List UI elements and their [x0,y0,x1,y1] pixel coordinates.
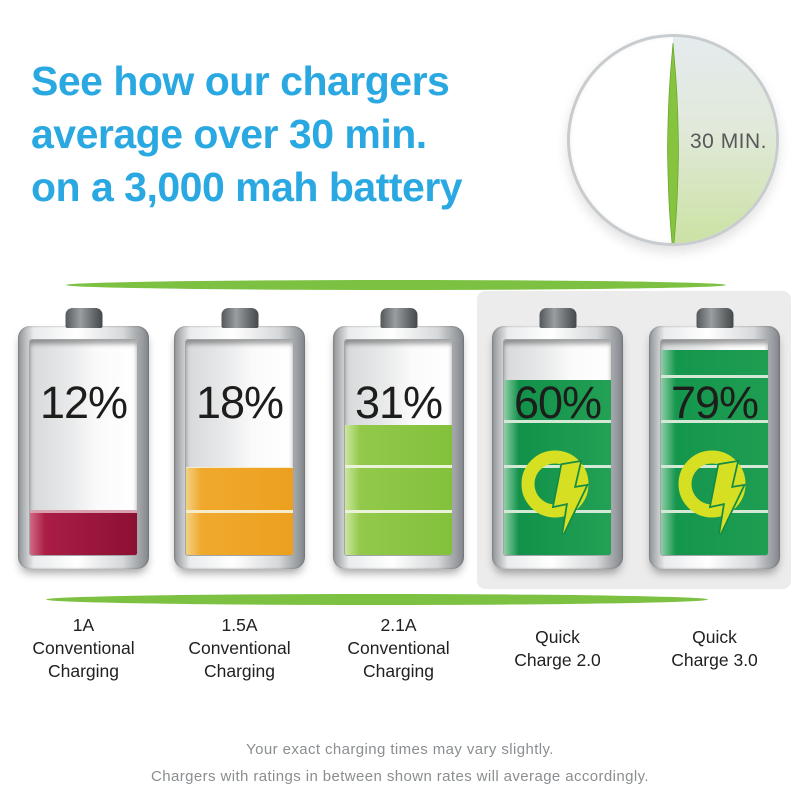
battery-gauge: 60% [492,308,623,569]
battery-window: 18% [185,339,294,556]
title-line-3: on a 3,000 mah battery [31,164,463,210]
battery-label: 1A Conventional Charging [3,614,164,683]
battery-window: 60% [503,339,612,556]
quick-charge-logo-icon [678,450,746,535]
battery-cap [65,308,102,328]
clock-hand-icon [667,42,679,243]
battery-label-line: 1A [72,615,95,635]
battery-percent-label: 18% [195,377,284,428]
battery-label-line: Conventional [188,638,291,658]
battery-label-line: Quick [692,627,737,647]
battery-window: 31% [344,339,453,556]
timer-graphic: 30 MIN. [567,34,779,246]
battery-label-line: Conventional [32,638,135,658]
bottom-swoosh-divider [46,594,708,605]
battery-label-line: Charging [362,661,435,681]
battery-cap [221,308,258,328]
battery-label-line: 2.1A [380,615,417,635]
top-swoosh-divider [66,280,726,290]
battery-gauge: 12% [18,308,149,569]
battery-label-line: Charge 2.0 [514,650,601,670]
battery-cap [539,308,576,328]
battery-label-line: 1.5A [221,615,258,635]
battery-fill [504,380,611,555]
battery-window: 12% [29,339,138,556]
footer-note-2: Chargers with ratings in between shown r… [151,768,649,785]
title-line-1: See how our chargers [31,58,450,104]
battery-fill [30,510,137,555]
battery-label: Quick Charge 3.0 [634,614,795,672]
battery-window: 79% [660,339,769,556]
battery-percent-label: 79% [670,377,759,428]
battery-percent-label: 12% [39,377,128,428]
battery-label: 1.5A Conventional Charging [159,614,320,683]
battery-label: Quick Charge 2.0 [477,614,638,672]
battery-gauge: 31% [333,308,464,569]
battery-cap [380,308,417,328]
battery-gauge: 18% [174,308,305,569]
battery-cap [696,308,733,328]
battery-label-line: Charge 3.0 [671,650,758,670]
battery-label-line: Quick [535,627,580,647]
quick-charge-logo-icon [521,450,589,535]
title-line-2: average over 30 min. [31,111,427,157]
battery-percent-label: 60% [513,377,602,428]
battery-fill [345,425,452,555]
footer-note-1: Your exact charging times may vary sligh… [246,741,554,758]
battery-fill [186,467,293,555]
timer-label: 30 MIN. [690,130,768,153]
battery-label-line: Charging [203,661,276,681]
battery-label-line: Conventional [347,638,450,658]
timer-elapsed-half [673,37,776,243]
battery-label: 2.1A Conventional Charging [318,614,479,683]
battery-gauge: 79% [649,308,780,569]
page-title: See how our chargers average over 30 min… [31,55,463,214]
battery-percent-label: 31% [354,377,443,428]
battery-label-line: Charging [47,661,120,681]
